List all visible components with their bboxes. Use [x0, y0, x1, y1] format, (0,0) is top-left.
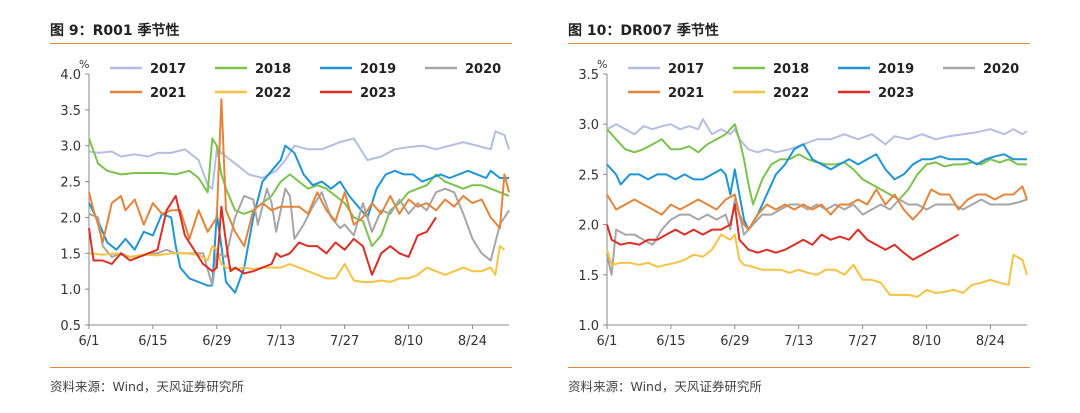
series-line-2021: [606, 185, 1028, 231]
legend-label-2020: 2020: [465, 62, 501, 77]
y-tick-label: 2.5: [60, 176, 81, 191]
y-tick-label: 2.5: [578, 168, 599, 183]
series-line-2022: [88, 245, 506, 283]
chart-title: 图 9：R001 季节性: [50, 23, 180, 39]
legend-label-2017: 2017: [668, 62, 704, 77]
x-tick-label: 6/1: [597, 334, 618, 349]
y-tick-label: 2.0: [60, 211, 81, 226]
legend-label-2018: 2018: [773, 62, 809, 77]
x-tick-label: 6/15: [138, 334, 167, 349]
x-tick-label: 6/29: [202, 334, 231, 349]
x-tick-label: 8/10: [394, 334, 423, 349]
series-line-2018: [606, 123, 1027, 206]
y-tick-label: 3.5: [60, 104, 81, 119]
chart-panel-r001: 图 9：R001 季节性 0.5 1.0 1.5 2.0 2.5 3.0 3.5 4.0% 6/…: [50, 0, 560, 413]
source-divider: [50, 367, 512, 368]
x-tick-label: 6/15: [656, 334, 685, 349]
legend-label-2018: 2018: [255, 62, 291, 77]
y-tick-label: 2.0: [578, 219, 599, 234]
x-tick-label: 6/1: [79, 334, 100, 349]
x-tick-label: 8/24: [976, 334, 1005, 349]
legend-label-2017: 2017: [150, 62, 186, 77]
series-line-2019: [88, 144, 509, 294]
legend-label-2023: 2023: [878, 86, 914, 101]
y-tick-label: 3.0: [60, 140, 81, 155]
legend-label-2023: 2023: [360, 86, 396, 101]
series-line-2022: [606, 233, 1028, 298]
chart-title: 图 10：DR007 季节性: [568, 23, 719, 39]
legend-label-2022: 2022: [255, 86, 291, 101]
x-tick-label: 7/27: [330, 334, 359, 349]
dr007-seasonality-chart: 1.0 1.5 2.0 2.5 3.0 3.5% 6/1 6/15 6/29 7/13 7/27 8/…: [578, 58, 1028, 349]
y-tick-label: 1.5: [578, 269, 599, 284]
source-divider: [568, 367, 1030, 368]
legend-label-2022: 2022: [773, 86, 809, 101]
chart-panel-dr007: 图 10：DR007 季节性 1.0 1.5 2.0 2.5 3.0 3.5% 6/1 6/1…: [568, 0, 1078, 413]
series-line-2017: [606, 118, 1028, 154]
y-tick-label: 1.0: [60, 283, 81, 298]
y-tick-label: 4.0: [60, 68, 81, 83]
series-line-2023: [606, 203, 959, 261]
y-tick-label: 1.0: [578, 319, 599, 334]
legend-label-2020: 2020: [983, 62, 1019, 77]
legend-label-2019: 2019: [878, 62, 914, 77]
y-tick-label: 0.5: [60, 319, 81, 334]
series-line-2020: [606, 198, 1028, 276]
x-tick-label: 8/24: [458, 334, 487, 349]
x-tick-label: 7/27: [848, 334, 877, 349]
x-tick-label: 7/13: [784, 334, 813, 349]
series-line-2020: [88, 187, 510, 287]
source-note: 资料来源：Wind，天风证券研究所: [50, 379, 244, 394]
series-line-2021: [88, 98, 510, 248]
source-note: 资料来源：Wind，天风证券研究所: [568, 379, 762, 394]
y-unit-label: %: [597, 58, 607, 71]
series-line-2017: [88, 130, 510, 190]
y-tick-label: 1.5: [60, 247, 81, 262]
r001-seasonality-chart: 0.5 1.0 1.5 2.0 2.5 3.0 3.5 4.0% 6/1 6/15 6/29 7/13…: [60, 58, 510, 349]
x-tick-label: 6/29: [720, 334, 749, 349]
series-line-2019: [606, 143, 1027, 231]
y-tick-label: 3.0: [578, 118, 599, 133]
y-unit-label: %: [79, 58, 89, 71]
title-divider: [568, 43, 1030, 44]
legend-label-2019: 2019: [360, 62, 396, 77]
series-line-2018: [88, 137, 510, 248]
y-tick-label: 3.5: [578, 68, 599, 83]
x-tick-label: 7/13: [266, 334, 295, 349]
title-divider: [50, 43, 512, 44]
x-tick-label: 8/10: [912, 334, 941, 349]
series-line-2023: [88, 194, 437, 276]
legend-label-2021: 2021: [668, 86, 704, 101]
legend-label-2021: 2021: [150, 86, 186, 101]
